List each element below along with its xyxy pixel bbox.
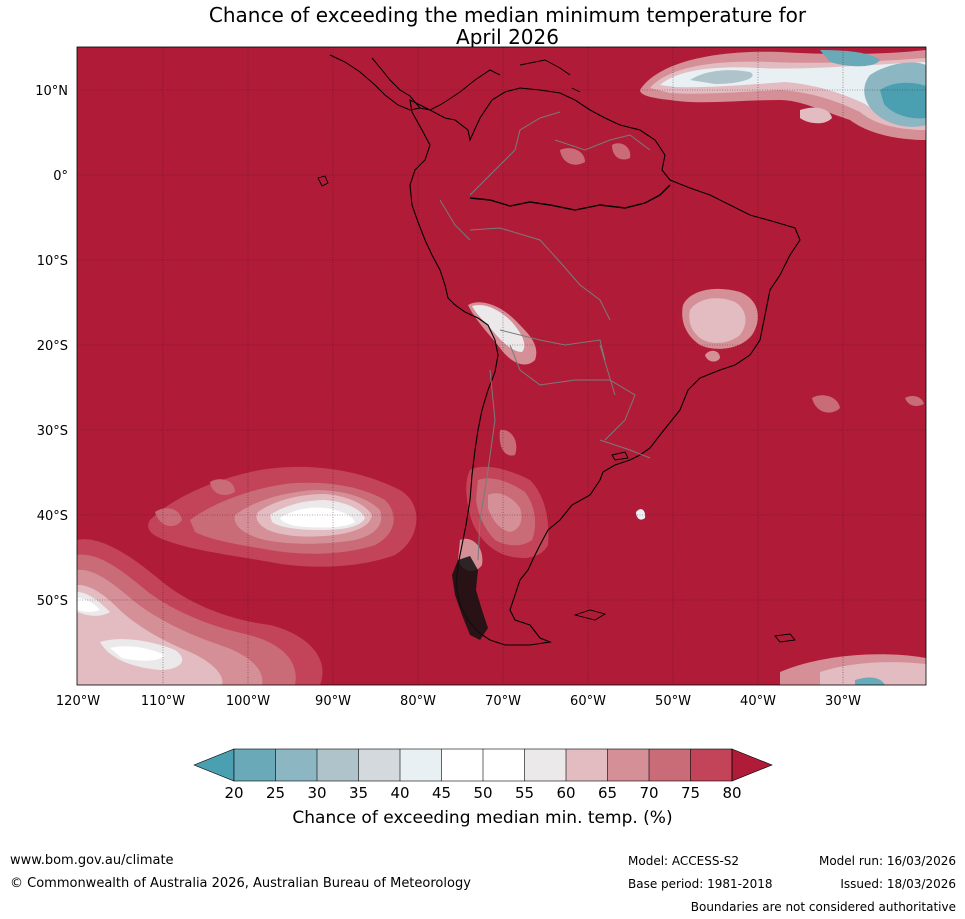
anomaly-andes — [468, 302, 537, 365]
country-borders — [439, 111, 651, 561]
lat-label: 40°S — [37, 509, 68, 524]
base-period: Base period: 1981-2018 — [628, 877, 773, 891]
colorbar-segment — [483, 749, 525, 781]
map-area — [77, 47, 926, 685]
anomaly-south-pacific — [148, 466, 417, 567]
lon-label: 110°W — [141, 694, 185, 709]
lon-label: 50°W — [655, 694, 691, 709]
longitude-labels: 120°W 110°W 100°W 90°W 80°W 70°W 60°W 50… — [56, 694, 861, 709]
lat-label: 20°S — [37, 339, 68, 354]
anomaly-brazil — [682, 288, 758, 362]
colorbar-segment — [358, 749, 400, 781]
lon-label: 60°W — [570, 694, 606, 709]
colorbar-tick: 40 — [390, 784, 409, 802]
colorbar-tick: 70 — [639, 784, 658, 802]
anomaly-northeast-atlantic — [640, 50, 926, 140]
lat-label: 50°S — [37, 594, 68, 609]
colorbar-segment — [400, 749, 442, 781]
colorbar-label: Chance of exceeding median min. temp. (%… — [292, 808, 673, 828]
anomaly-south-atlantic — [636, 395, 926, 685]
website-link[interactable]: www.bom.gov.au/climate — [10, 853, 174, 868]
model-run-date: Model run: 16/03/2026 — [818, 854, 956, 868]
lat-label: 0° — [53, 169, 68, 184]
latitude-labels: 10°N 0° 10°S 20°S 30°S 40°S 50°S — [35, 84, 68, 609]
title-line-1: Chance of exceeding the median minimum t… — [208, 3, 807, 27]
lon-label: 100°W — [226, 694, 270, 709]
colorbar-segment — [649, 749, 691, 781]
lat-label: 30°S — [37, 424, 68, 439]
anomaly-southwest-pacific — [77, 539, 323, 685]
boundaries-disclaimer: Boundaries are not considered authoritat… — [690, 900, 956, 914]
lat-label: 10°N — [35, 84, 68, 99]
graticule — [77, 47, 926, 685]
colorbar-tick: 65 — [598, 784, 617, 802]
lon-label: 30°W — [825, 694, 861, 709]
colorbar-segment — [234, 749, 276, 781]
amazon-river — [469, 184, 671, 211]
colorbar-tick: 45 — [432, 784, 451, 802]
central-america-coastline — [329, 54, 501, 111]
colorbar-tick: 20 — [224, 784, 243, 802]
lon-label: 80°W — [400, 694, 436, 709]
colorbar-high-arrow — [731, 748, 773, 782]
lat-label: 10°S — [37, 254, 68, 269]
colorbar-tick: 80 — [722, 784, 741, 802]
colorbar-segment — [275, 749, 317, 781]
lon-label: 40°W — [740, 694, 776, 709]
colorbar-tick: 60 — [556, 784, 575, 802]
issued-date: Issued: 18/03/2026 — [840, 877, 956, 891]
south-america-coastline — [409, 87, 801, 646]
lon-label: 120°W — [56, 694, 100, 709]
colorbar-segment — [524, 749, 566, 781]
colorbar-tick: 55 — [515, 784, 534, 802]
colorbar-tick: 30 — [307, 784, 326, 802]
model-name: Model: ACCESS-S2 — [628, 854, 740, 868]
colorbar-ticks: 20 25 30 35 40 45 50 55 60 65 70 75 80 — [224, 784, 741, 802]
anomaly-patagonia — [458, 429, 549, 572]
colorbar-tick: 25 — [266, 784, 285, 802]
colorbar-segment — [566, 749, 608, 781]
map-frame — [76, 46, 927, 686]
copyright-notice: © Commonwealth of Australia 2026, Austra… — [10, 876, 471, 891]
map-background — [77, 47, 926, 685]
colorbar-tick: 35 — [349, 784, 368, 802]
chile-fjords — [452, 556, 488, 640]
colorbar-tick: 50 — [473, 784, 492, 802]
colorbar-segment — [441, 749, 483, 781]
colorbar: 20 25 30 35 40 45 50 55 60 65 70 75 80 — [193, 748, 773, 802]
lon-label: 90°W — [315, 694, 351, 709]
islands — [317, 59, 796, 643]
colorbar-low-arrow — [193, 748, 235, 782]
title-line-2: April 2026 — [456, 25, 559, 49]
anomaly-small-patches — [560, 143, 631, 165]
colorbar-segment — [690, 749, 732, 781]
chart-title: Chance of exceeding the median minimum t… — [0, 4, 965, 48]
colorbar-segment — [317, 749, 359, 781]
colorbar-segment — [607, 749, 649, 781]
lon-label: 70°W — [485, 694, 521, 709]
colorbar-tick: 75 — [681, 784, 700, 802]
